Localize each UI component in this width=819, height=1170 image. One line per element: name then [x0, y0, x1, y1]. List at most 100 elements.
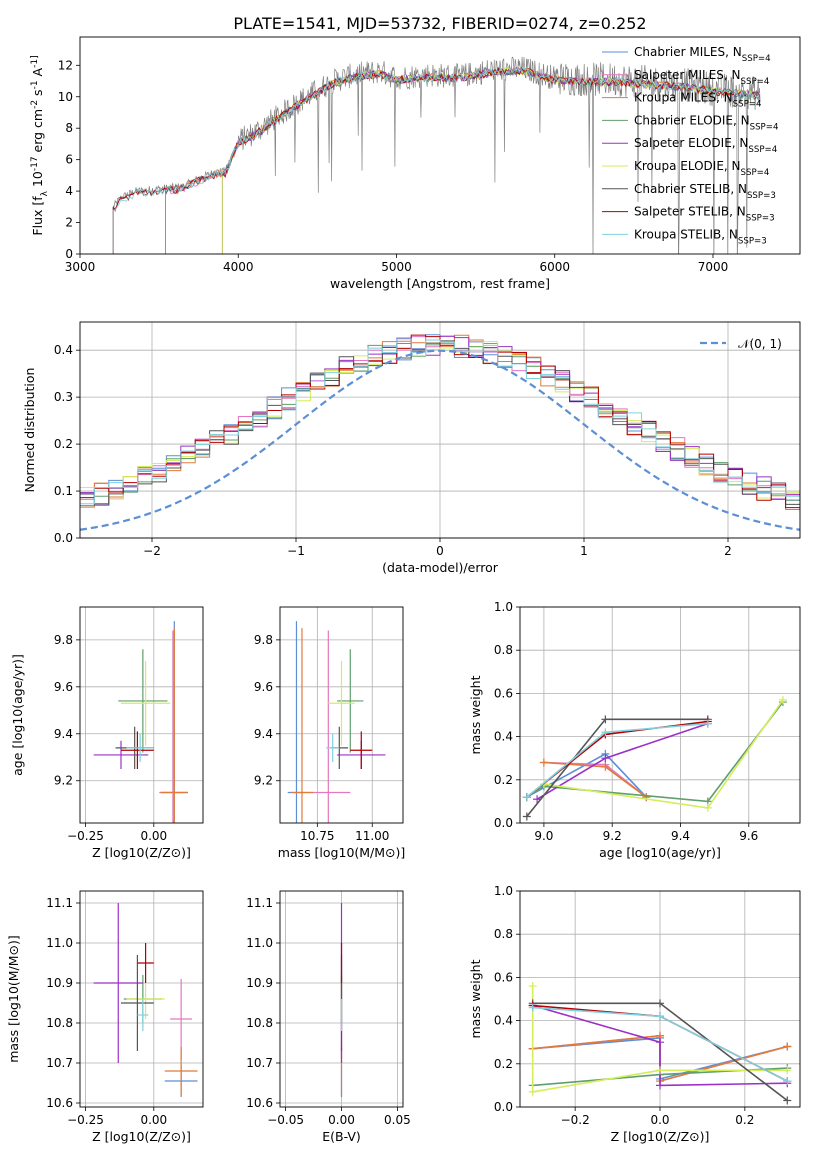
legend-label: Salpeter ELODIE, NSSP=4	[634, 136, 777, 155]
y-tick-label: 4	[65, 184, 73, 198]
weight-marker	[656, 1038, 664, 1047]
axes-frame	[79, 36, 801, 255]
y-axis-label: mass weight	[468, 959, 483, 1038]
y-tick-label: 1.0	[494, 600, 513, 614]
weight-marker	[656, 999, 664, 1008]
y-tick-label: 0.4	[494, 1014, 513, 1028]
y-tick-label: 0.6	[494, 686, 513, 700]
x-tick-label: 4000	[223, 260, 254, 274]
plot-age_vs_mass: 10.75 11.00 9.2 9.4 9.6 9.8 mass [log10(M/M⊙)]	[254, 606, 405, 860]
y-tick-label: 0.2	[54, 437, 73, 451]
y-tick-label: 0.3	[54, 390, 73, 404]
plot-Z_mass_weight: −0.2 0.0 0.2 0.0 0.2 0.4 0.6 0.8 1.0 Z [log10(Z/Z…	[468, 884, 801, 1144]
x-tick-label: 11.00	[355, 829, 389, 843]
y-tick-label: 9.8	[254, 633, 273, 647]
weight-marker	[601, 754, 610, 763]
weight-marker	[522, 812, 531, 821]
plot-age_vs_Z: −0.25 0.00 9.2 9.4 9.6 9.8 Z [log10(Z/Z⊙)] age …	[10, 606, 204, 860]
weight-marker	[528, 982, 537, 991]
y-tick-label: 10	[58, 90, 73, 104]
plot-area	[112, 56, 761, 254]
weight-marker	[703, 719, 712, 728]
y-tick-label: 2	[65, 216, 73, 230]
normal-curve	[80, 349, 800, 531]
y-tick-label: 0.2	[494, 1057, 513, 1071]
y-tick-label: 11.0	[246, 936, 273, 950]
y-tick-label: 0	[65, 247, 73, 261]
y-tick-label: 9.2	[54, 774, 73, 788]
plot-area	[93, 621, 188, 823]
weight-marker	[539, 758, 548, 767]
weight-marker	[601, 728, 610, 737]
axes-frame	[79, 321, 801, 539]
x-tick-label: 9.2	[603, 829, 622, 843]
x-tick-label: −0.25	[67, 829, 104, 843]
plot-area	[287, 621, 386, 823]
y-tick-label: 8	[65, 121, 73, 135]
observed-spectrum-line	[112, 56, 761, 254]
y-axis-label: age [log10(age/yr)]	[10, 654, 25, 776]
histogram-kroupa-stelib	[80, 338, 800, 512]
x-tick-label: 3000	[65, 260, 96, 274]
x-axis-label: age [log10(age/yr)]	[599, 845, 721, 860]
weight-marker	[601, 715, 610, 724]
legend-label: Salpeter MILES, NSSP=4	[634, 68, 769, 87]
weight-marker	[522, 793, 531, 802]
weight-line-salpeter-elodie	[532, 1004, 788, 1087]
axes-frame	[79, 890, 204, 1108]
weight-marker	[656, 1066, 664, 1075]
y-tick-label: 10.7	[246, 1056, 273, 1070]
y-tick-label: 0.1	[54, 484, 73, 498]
legend-label: Salpeter STELIB, NSSP=3	[634, 205, 775, 224]
y-tick-label: 11.1	[46, 896, 73, 910]
weight-marker	[703, 803, 712, 812]
weight-marker	[783, 1096, 792, 1105]
y-axis-label: mass weight	[468, 675, 483, 754]
x-tick-label: 9.0	[534, 829, 553, 843]
axes-frame	[519, 890, 801, 1108]
x-tick-label: 10.75	[300, 829, 334, 843]
y-tick-label: 10.9	[246, 976, 273, 990]
y-tick-label: 1.0	[494, 884, 513, 898]
x-axis-label: Z [log10(Z/Z⊙)]	[611, 1129, 710, 1144]
y-tick-label: 0.8	[494, 927, 513, 941]
y-tick-label: 10.8	[246, 1016, 273, 1030]
x-axis-label: wavelength [Angstrom, rest frame]	[330, 276, 550, 291]
legend-label: Chabrier MILES, NSSP=4	[634, 45, 771, 64]
plot-residuals: −2 −1 0 1 2 0.0 0.1 0.2 0.3 0.4 (data-model)/error…	[22, 321, 801, 575]
y-tick-label: 9.8	[54, 633, 73, 647]
y-tick-label: 0.4	[494, 730, 513, 744]
x-tick-label: 0.05	[384, 1113, 411, 1127]
y-tick-label: 0.2	[494, 773, 513, 787]
y-tick-label: 10.9	[46, 976, 73, 990]
y-axis-label: Normed distribution	[22, 368, 37, 493]
weight-marker	[778, 695, 787, 704]
x-axis-label: (data-model)/error	[382, 560, 499, 575]
model-line-salpeter-stelib	[112, 66, 759, 254]
y-axis-label: Flux [fλ 10-17 erg cm-2 s-1 A-1]	[30, 55, 50, 235]
weight-marker	[656, 1012, 664, 1021]
axes-frame	[279, 606, 404, 824]
y-tick-label: 0.8	[494, 643, 513, 657]
weight-marker	[656, 1081, 664, 1090]
x-tick-label: 1	[580, 544, 588, 558]
x-tick-label: −0.25	[67, 1113, 104, 1127]
legend-label: Chabrier STELIB, NSSP=3	[634, 182, 776, 201]
weight-marker	[783, 1042, 792, 1051]
spectrum-legend: Chabrier MILES, NSSP=4 Salpeter MILES, NS…	[602, 45, 778, 246]
weight-line-chabrier-elodie	[526, 701, 784, 803]
y-tick-label: 10.6	[246, 1096, 273, 1110]
y-tick-label: 10.6	[46, 1096, 73, 1110]
plot-age_mass_weight: 9.0 9.2 9.4 9.6 0.0 0.2 0.4 0.6 0.8 1.0 age [log10…	[468, 600, 801, 860]
axes-frame	[519, 606, 801, 824]
x-tick-label: 0	[436, 544, 444, 558]
weight-line-kroupa-elodie	[531, 986, 788, 1093]
x-tick-label: 9.4	[671, 829, 690, 843]
weight-marker	[528, 1003, 537, 1012]
y-tick-label: 9.4	[254, 727, 273, 741]
x-tick-label: 7000	[698, 260, 729, 274]
axes-frame	[79, 606, 204, 824]
x-tick-label: 0.00	[328, 1113, 355, 1127]
plot-spectrum: 3000 4000 5000 6000 7000 0 2 4 6 8 10 12 wavelength …	[30, 36, 801, 291]
